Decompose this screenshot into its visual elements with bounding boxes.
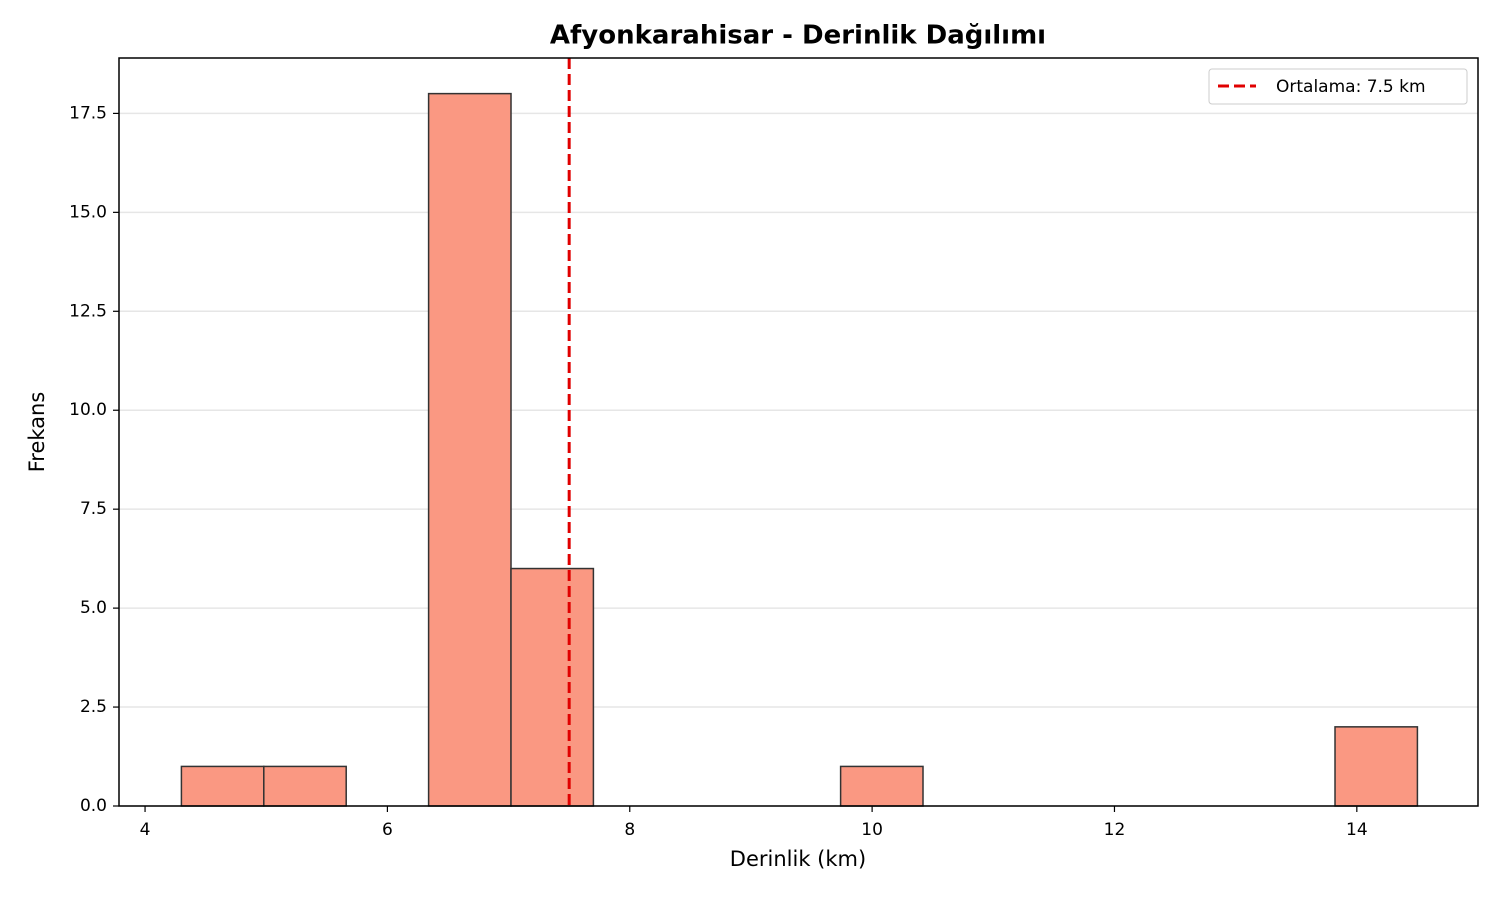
bar (263, 765, 347, 807)
x-tick-label: 6 (382, 820, 393, 840)
legend-label: Ortalama: 7.5 km (1276, 77, 1426, 97)
y-tick-label: 0.0 (80, 796, 107, 816)
bar (839, 765, 924, 807)
x-tick-label: 8 (624, 820, 635, 840)
y-axis-label: Frekans (25, 392, 49, 473)
y-tick-label: 15.0 (69, 202, 107, 222)
legend-box (1208, 68, 1468, 105)
y-tick-label: 10.0 (69, 400, 107, 420)
plot-frame (118, 57, 1479, 807)
x-axis-label: Derinlik (km) (730, 847, 866, 871)
x-tick-label: 10 (861, 820, 883, 840)
bar (1334, 726, 1419, 807)
bar (180, 765, 265, 807)
bar (427, 92, 512, 807)
x-tick-label: 4 (140, 820, 151, 840)
bar (510, 567, 595, 807)
y-tick-label: 2.5 (80, 697, 107, 717)
y-tick-label: 5.0 (80, 598, 107, 618)
x-tick-label: 12 (1104, 820, 1126, 840)
x-tick-label: 14 (1346, 820, 1368, 840)
y-tick-label: 12.5 (69, 301, 107, 321)
chart-title: Afyonkarahisar - Derinlik Dağılımı (550, 21, 1046, 51)
y-tick-label: 17.5 (69, 103, 107, 123)
y-tick-label: 7.5 (80, 499, 107, 519)
